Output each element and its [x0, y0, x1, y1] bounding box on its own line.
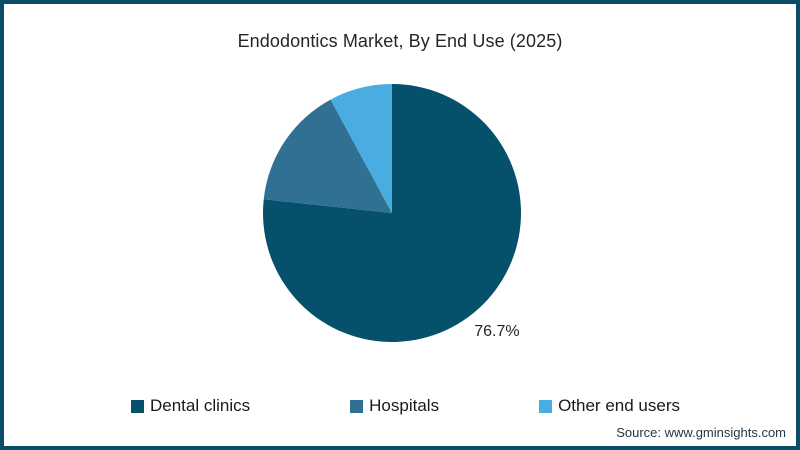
- pie-slice-dental-clinics: [263, 84, 522, 343]
- legend-label-dental-clinics: Dental clinics: [150, 396, 251, 415]
- legend-label-other-end-users: Other end users: [558, 396, 680, 415]
- legend-swatch-other-end-users: [539, 399, 553, 413]
- legend-item-other-end-users: Other end users: [539, 396, 680, 416]
- legend: Dental clinics Hospitals Other end users: [131, 396, 680, 416]
- legend-item-dental-clinics: Dental clinics: [131, 396, 250, 416]
- pie-slice-other-end-users: [330, 84, 392, 213]
- legend-swatch-dental-clinics: [131, 399, 144, 413]
- pie-slice-hospitals: [263, 99, 392, 213]
- pie-data-label-dental-clinics: 76.7%: [474, 323, 519, 340]
- source-attribution: Source: www.gminsights.com: [616, 425, 786, 440]
- pie-chart: 76.7%: [263, 84, 522, 343]
- legend-swatch-hospitals: [350, 399, 364, 413]
- legend-label-hospitals: Hospitals: [369, 396, 440, 415]
- legend-item-hospitals: Hospitals: [350, 396, 439, 416]
- chart-title: Endodontics Market, By End Use (2025): [237, 31, 563, 51]
